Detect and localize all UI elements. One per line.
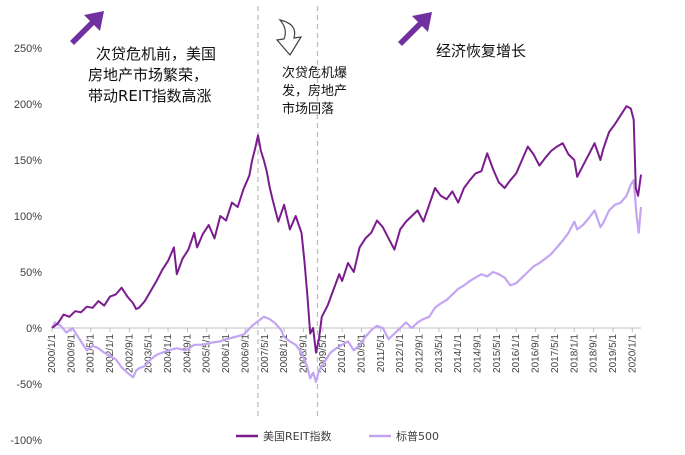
x-tick-label: 2012/9/1 <box>415 334 426 373</box>
legend-label: 标普500 <box>396 429 439 443</box>
legend-item-sp500: 标普500 <box>369 429 439 443</box>
x-tick-label: 2018/9/1 <box>589 334 600 373</box>
annotation-line: 次贷危机爆 <box>282 65 347 81</box>
x-tick-label: 2014/9/1 <box>473 334 484 373</box>
sp500-line <box>51 179 643 383</box>
x-tick-label: 2009/5/1 <box>318 334 329 373</box>
x-tick-label: 2006/9/1 <box>240 334 251 373</box>
x-tick-label: 2002/9/1 <box>124 334 135 373</box>
legend: 美国REIT指数 标普500 <box>236 429 439 443</box>
x-tick-label: 2011/5/1 <box>376 334 387 373</box>
x-axis: 2000/1/1 2000/9/1 2001/5/1 2002/1/1 2002/9/1… <box>47 328 638 373</box>
annotation-crisis: 次贷危机爆发，房地产市场回落 <box>275 19 347 117</box>
annotation-line: 市场回落 <box>282 101 334 117</box>
x-tick-label: 2000/1/1 <box>47 334 58 373</box>
x-tick-label: 2002/1/1 <box>105 334 116 373</box>
y-tick-label: 250% <box>14 43 42 55</box>
y-tick-label: 100% <box>14 211 42 223</box>
y-tick-label: 200% <box>14 99 42 111</box>
legend-item-reit: 美国REIT指数 <box>236 429 332 443</box>
x-tick-label: 2015/5/1 <box>492 334 503 373</box>
x-tick-label: 2000/9/1 <box>66 334 77 373</box>
x-tick-label: 2006/1/1 <box>221 334 232 373</box>
x-tick-label: 2010/1/1 <box>337 334 348 373</box>
arrow-up-right-icon <box>70 11 104 45</box>
arrow-down-outline-icon <box>275 19 303 57</box>
x-tick-label: 2003/5/1 <box>144 334 155 373</box>
x-tick-label: 2016/9/1 <box>531 334 542 373</box>
y-tick-label: -50% <box>16 379 42 391</box>
svg-text:经济恢复增长: 经济恢复增长 <box>436 42 526 60</box>
y-tick-label: 0% <box>26 323 42 335</box>
reit-index-line <box>51 105 642 354</box>
y-tick-label: 150% <box>14 155 42 167</box>
annotation-line: 发，房地产 <box>282 83 347 99</box>
legend-label: 美国REIT指数 <box>263 429 332 443</box>
annotation-line: 经济恢复增长 <box>436 42 526 60</box>
x-tick-label: 2018/1/1 <box>569 334 580 373</box>
x-tick-label: 2012/1/1 <box>395 334 406 373</box>
x-tick-label: 2001/5/1 <box>86 334 97 373</box>
y-axis: 250% 200% 150% 100% 50% 0% -50% -100% <box>10 43 42 447</box>
annotation-pre-crisis: 次贷危机前，美国房地产市场繁荣， 带动REIT指数高涨 <box>70 11 216 105</box>
svg-text:次贷危机爆发，房地产市场回落: 次贷危机爆发，房地产市场回落 <box>282 65 347 117</box>
y-tick-label: -100% <box>10 435 42 447</box>
x-tick-label: 2005/5/1 <box>202 334 213 373</box>
x-tick-label: 2004/1/1 <box>163 334 174 373</box>
annotation-recovery: 经济恢复增长 <box>398 12 526 60</box>
crisis-dividers <box>257 6 319 420</box>
x-tick-label: 2014/1/1 <box>453 334 464 373</box>
x-tick-label: 2010/9/1 <box>356 334 367 373</box>
arrow-up-right-icon <box>398 12 432 46</box>
x-tick-label: 2008/1/1 <box>279 334 290 373</box>
x-tick-label: 2008/9/1 <box>298 334 309 373</box>
series-lines <box>51 105 643 383</box>
x-tick-label: 2016/1/1 <box>511 334 522 373</box>
x-tick-label: 2017/5/1 <box>550 334 561 373</box>
x-tick-label: 2007/5/1 <box>260 334 271 373</box>
annotation-line: 房地产市场繁荣， <box>88 66 208 84</box>
x-tick-label: 2013/5/1 <box>434 334 445 373</box>
y-tick-label: 50% <box>20 267 42 279</box>
annotation-line: 次贷危机前，美国 <box>96 45 216 63</box>
x-tick-label: 2020/1/1 <box>627 334 638 373</box>
x-tick-label: 2004/9/1 <box>182 334 193 373</box>
svg-text:次贷危机前，美国房地产市场繁荣，带动REIT指数高涨: 次贷危机前，美国房地产市场繁荣， 带动REIT指数高涨 <box>88 45 216 105</box>
annotation-line: 带动REIT指数高涨 <box>88 87 212 105</box>
x-tick-label: 2019/5/1 <box>608 334 619 373</box>
